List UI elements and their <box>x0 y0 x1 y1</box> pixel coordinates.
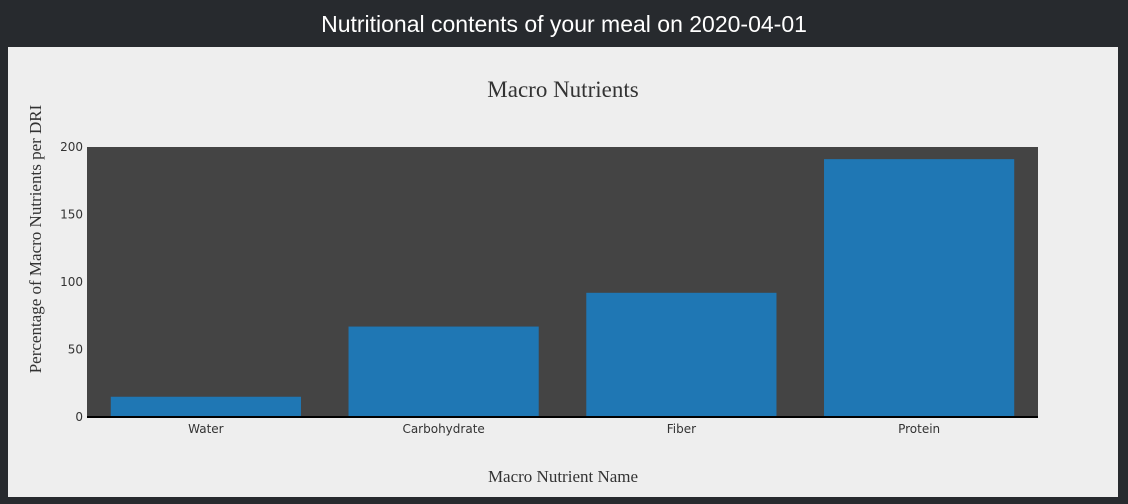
bar-carbohydrate[interactable] <box>348 326 539 417</box>
x-tick-label: Protein <box>898 422 940 436</box>
page-title: Nutritional contents of your meal on 202… <box>321 11 807 37</box>
x-tick-label: Water <box>188 422 224 436</box>
y-tick-label: 150 <box>60 208 83 222</box>
y-tick-label: 0 <box>75 410 83 424</box>
bar-fiber[interactable] <box>586 292 777 417</box>
y-axis-title: Percentage of Macro Nutrients per DRI <box>26 104 45 373</box>
y-tick-label: 100 <box>60 275 83 289</box>
page-header: Nutritional contents of your meal on 202… <box>0 0 1128 47</box>
chart-panel: Macro Nutrients 0 50 100 150 200 Water Carboh… <box>8 47 1118 497</box>
x-tick-label: Fiber <box>667 422 696 436</box>
x-axis-ticks: Water Carbohydrate Fiber Protein <box>188 422 940 436</box>
y-tick-label: 50 <box>68 343 83 357</box>
chart-title: Macro Nutrients <box>487 77 638 102</box>
x-tick-label: Carbohydrate <box>402 422 484 436</box>
bars-group <box>110 159 1015 417</box>
x-axis-title: Macro Nutrient Name <box>488 467 638 486</box>
bar-water[interactable] <box>110 396 301 417</box>
y-tick-label: 200 <box>60 140 83 154</box>
bar-protein[interactable] <box>824 159 1015 417</box>
bar-chart: Macro Nutrients 0 50 100 150 200 Water Carboh… <box>26 77 1038 486</box>
y-axis-ticks: 0 50 100 150 200 <box>60 140 83 424</box>
